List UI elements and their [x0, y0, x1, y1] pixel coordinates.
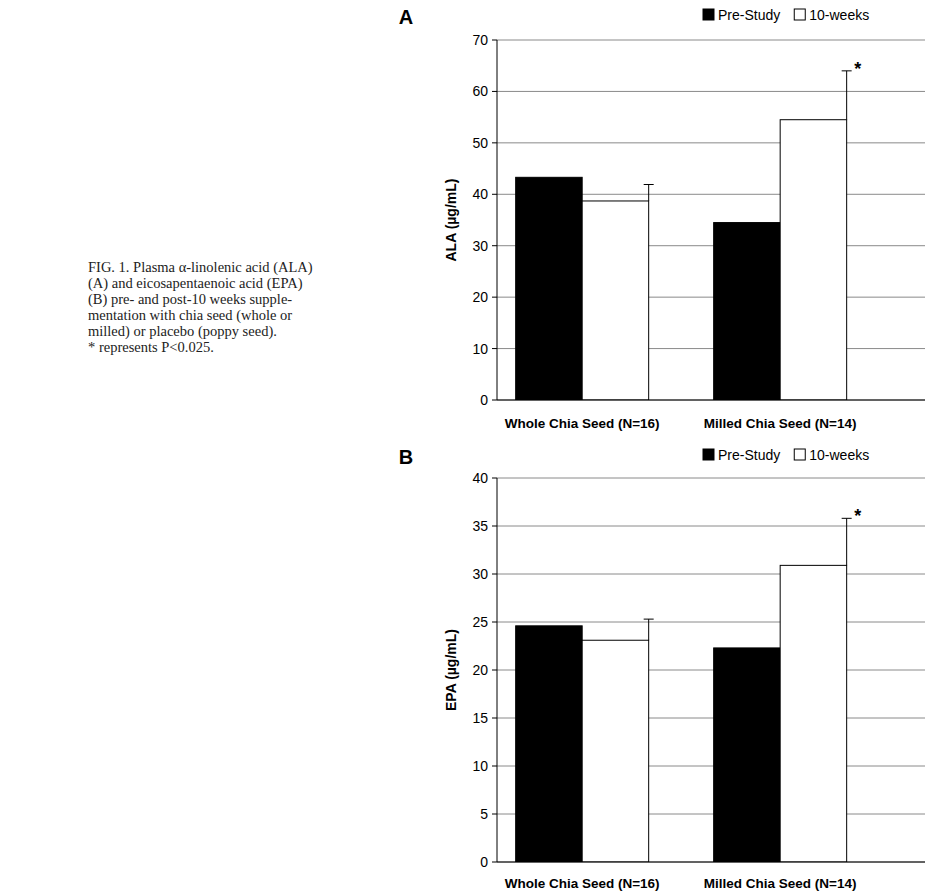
annotation: * — [854, 59, 861, 79]
x-axis — [497, 400, 925, 401]
tick-mark — [492, 574, 497, 575]
error-cap — [644, 619, 654, 620]
caption-line: * represents P<0.025. — [88, 339, 214, 355]
bar — [780, 120, 847, 400]
tick-mark — [492, 766, 497, 767]
bar — [714, 223, 781, 400]
tick-mark — [492, 142, 497, 143]
legend-entry: 10-weeks — [794, 7, 869, 23]
legend-swatch — [794, 9, 805, 20]
tick-label: 5 — [480, 806, 488, 822]
y-axis — [497, 478, 498, 862]
error-stem — [648, 185, 649, 201]
tick-label: 40 — [472, 186, 488, 202]
tick-label: 10 — [472, 758, 488, 774]
grid-line — [497, 574, 925, 575]
x-axis — [497, 862, 925, 863]
caption-line: (A) and eicosapentaenoic acid (EPA) — [88, 275, 303, 292]
legend-swatch — [703, 449, 714, 460]
legend-label: Pre-Study — [718, 7, 780, 23]
caption-line: mentation with chia seed (whole or — [88, 307, 292, 324]
legend-swatch — [794, 449, 805, 460]
category-label: Whole Chia Seed (N=16) — [505, 876, 660, 891]
panel-label: A — [399, 6, 413, 28]
caption-line: (B) pre- and post-10 weeks supple- — [88, 291, 292, 308]
chart: B 0 5 10 15 20 25 30 35 40 EPA (µg/mL) Whole Chia S… — [399, 446, 925, 891]
tick-label: 70 — [472, 32, 488, 48]
tick-mark — [492, 670, 497, 671]
tick-label: 30 — [472, 238, 488, 254]
tick-mark — [492, 297, 497, 298]
grid-line — [497, 400, 925, 401]
bars — [516, 518, 852, 862]
category-label: Milled Chia Seed (N=14) — [704, 876, 857, 891]
panel-label: B — [399, 446, 413, 468]
tick-label: 25 — [472, 614, 488, 630]
tick-label: 50 — [472, 135, 488, 151]
tick-mark — [492, 622, 497, 623]
tick-mark — [492, 862, 497, 863]
chart: A 0 10 20 30 40 50 60 70 ALA (µg/mL) Whole Chia Se… — [399, 6, 925, 431]
bar — [714, 648, 781, 862]
legend-entry: Pre-Study — [703, 447, 780, 463]
caption-line: FIG. 1. Plasma α-linolenic acid (ALA) — [88, 259, 313, 276]
legend-entry: Pre-Study — [703, 7, 780, 23]
tick-label: 20 — [472, 289, 488, 305]
tick-mark — [492, 718, 497, 719]
error-bar — [644, 185, 654, 201]
grid-line — [497, 478, 925, 479]
tick-label: 10 — [472, 341, 488, 357]
tick-label: 15 — [472, 710, 488, 726]
error-cap — [842, 518, 852, 519]
tick-label: 20 — [472, 662, 488, 678]
tick-mark — [492, 400, 497, 401]
error-stem — [846, 518, 847, 565]
legend-label: Pre-Study — [718, 447, 780, 463]
legend-label: 10-weeks — [809, 447, 869, 463]
error-bar — [644, 619, 654, 640]
tick-mark — [492, 814, 497, 815]
grid-line — [497, 622, 925, 623]
bar — [780, 565, 847, 862]
legend-swatch — [703, 9, 714, 20]
error-bar — [842, 518, 852, 565]
error-bar — [842, 71, 852, 120]
error-cap — [644, 184, 654, 185]
tick-label: 0 — [480, 854, 488, 870]
tick-mark — [492, 245, 497, 246]
tick-label: 30 — [472, 566, 488, 582]
annotation: * — [854, 506, 861, 526]
error-cap — [842, 70, 852, 71]
grid-line — [497, 142, 925, 143]
caption-line: milled) or placebo (poppy seed). — [88, 323, 277, 340]
tick-mark — [492, 348, 497, 349]
axis-label: EPA (µg/mL) — [443, 629, 459, 711]
grid-line — [497, 862, 925, 863]
axis-label: ALA (µg/mL) — [443, 179, 459, 262]
tick-mark — [492, 91, 497, 92]
category-label: Whole Chia Seed (N=16) — [505, 416, 660, 431]
legend-label: 10-weeks — [809, 7, 869, 23]
tick-mark — [492, 478, 497, 479]
legend-entry: 10-weeks — [794, 447, 869, 463]
tick-mark — [492, 194, 497, 195]
grid-line — [497, 91, 925, 92]
tick-mark — [492, 40, 497, 41]
category-label: Milled Chia Seed (N=14) — [704, 416, 857, 431]
tick-label: 0 — [480, 392, 488, 408]
error-stem — [846, 71, 847, 120]
tick-label: 35 — [472, 518, 488, 534]
tick-mark — [492, 526, 497, 527]
figure: FIG. 1. Plasma α-linolenic acid (ALA)(A)… — [0, 0, 928, 894]
bar — [516, 177, 583, 400]
error-stem — [648, 619, 649, 640]
bar — [582, 201, 649, 400]
grid-line — [497, 40, 925, 41]
bars — [516, 71, 852, 400]
bar — [516, 626, 583, 862]
y-axis — [497, 40, 498, 400]
tick-label: 40 — [472, 470, 488, 486]
bar — [582, 640, 649, 862]
tick-label: 60 — [472, 83, 488, 99]
